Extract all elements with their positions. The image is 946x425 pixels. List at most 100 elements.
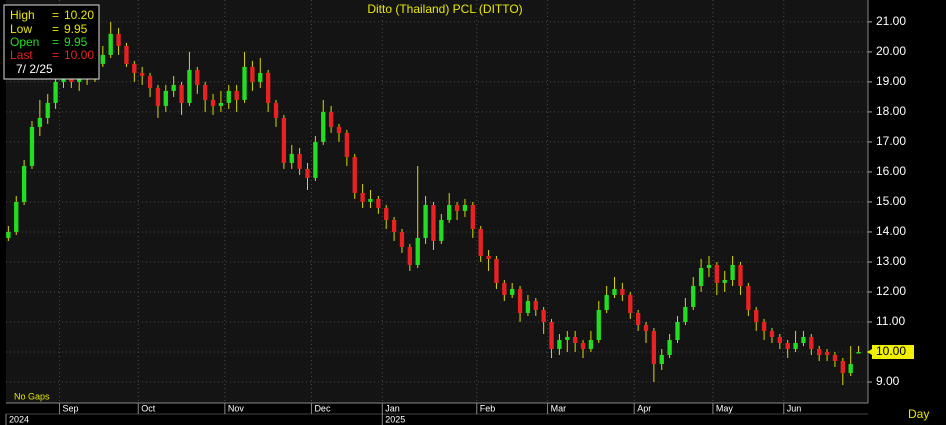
candle-body: [53, 81, 58, 103]
candle-body: [140, 72, 145, 76]
x-tick-label: May: [716, 403, 734, 413]
candle-body: [100, 54, 105, 64]
candle-body: [195, 69, 200, 85]
candle-body: [415, 237, 420, 265]
candle-body: [832, 354, 838, 361]
candle-body: [541, 309, 546, 322]
y-tick-label: 17.00: [876, 134, 906, 148]
candle-body: [840, 360, 845, 373]
last-marker-label: 10.00: [876, 344, 906, 358]
chart-title: Ditto (Thailand) PCL (DITTO): [367, 2, 522, 16]
candle-body: [187, 69, 192, 103]
y-tick-label: 16.00: [876, 164, 906, 178]
candle-body: [588, 339, 594, 349]
candle-body: [29, 126, 35, 166]
info-low-label: Low: [10, 22, 32, 36]
x-tick-label: Jun: [787, 403, 802, 413]
candle-body: [502, 282, 507, 295]
candle-body: [793, 342, 798, 349]
candle-body: [273, 102, 279, 118]
info-equals: =: [52, 35, 59, 49]
y-tick-label: 14.00: [876, 224, 906, 238]
info-equals: =: [52, 8, 59, 22]
candle-body: [785, 342, 790, 349]
candle-body: [754, 309, 759, 322]
candle-body: [824, 351, 830, 355]
candle-body: [470, 204, 475, 229]
candle-body: [155, 87, 161, 106]
y-tick-label: 11.00: [876, 314, 905, 328]
candle-body: [848, 363, 853, 373]
candle-body: [533, 300, 538, 310]
year-label: 2025: [385, 414, 405, 424]
candle-body: [628, 294, 633, 313]
candle-body: [242, 66, 247, 100]
gap-note: No Gaps: [14, 391, 50, 401]
candle-body: [675, 321, 680, 340]
info-equals: =: [52, 48, 59, 62]
x-tick-label: Nov: [228, 403, 245, 413]
candle-body: [336, 126, 342, 133]
candle-body: [683, 306, 688, 322]
info-last-label: Last: [10, 48, 33, 62]
candle-body: [305, 168, 310, 178]
year-label: 2024: [9, 414, 29, 424]
candle-body: [321, 111, 326, 142]
y-tick-label: 18.00: [876, 104, 906, 118]
candle-body: [423, 204, 428, 238]
candle-body: [667, 339, 672, 355]
candle-body: [557, 339, 562, 349]
candle-body: [265, 72, 271, 103]
candle-body: [722, 279, 727, 283]
candle-body: [604, 294, 609, 310]
candle-body: [352, 156, 357, 193]
candle-body: [612, 288, 617, 295]
candle-body: [376, 198, 381, 208]
candle-body: [281, 117, 287, 163]
candle-body: [494, 258, 499, 283]
x-tick-label: Apr: [637, 403, 651, 413]
candle-body: [258, 72, 263, 82]
candle-body: [698, 267, 704, 286]
candle-body: [809, 336, 814, 349]
info-high-value: 10.20: [64, 8, 94, 22]
info-high-label: High: [10, 8, 35, 22]
y-tick-label: 21.00: [876, 14, 906, 28]
candle-body: [462, 204, 468, 211]
x-tick-label: Sep: [63, 403, 79, 413]
last-marker-arrow: [867, 348, 872, 355]
candle-body: [856, 351, 861, 354]
candle-body: [210, 99, 216, 106]
candle-body: [147, 75, 153, 88]
info-last-value: 10.00: [64, 48, 94, 62]
candle-body: [580, 342, 586, 349]
candle-body: [171, 84, 176, 91]
candle-body: [659, 354, 664, 364]
y-tick-label: 13.00: [876, 254, 906, 268]
candle-body: [132, 63, 137, 73]
candle-body: [328, 111, 334, 127]
y-tick-label: 19.00: [876, 74, 906, 88]
candle-body: [14, 201, 19, 232]
candle-body: [234, 90, 239, 100]
x-tick-label: Feb: [480, 403, 496, 413]
candle-body: [431, 204, 436, 241]
info-box-frame: [3, 4, 100, 80]
candle-body: [360, 192, 365, 202]
candle-body: [6, 231, 11, 238]
y-tick-label: 15.00: [876, 194, 906, 208]
info-open-value: 9.95: [64, 35, 88, 49]
candle-body: [565, 336, 570, 340]
candle-body: [777, 336, 782, 343]
candle-body: [407, 246, 413, 265]
candle-body: [179, 84, 184, 103]
candle-body: [368, 198, 373, 202]
candle-body: [21, 165, 27, 202]
y-tick-label: 12.00: [876, 284, 906, 298]
candle-body: [297, 153, 302, 169]
candle-body: [596, 309, 601, 340]
candle-body: [635, 312, 641, 325]
candle-body: [391, 219, 397, 232]
candle-body: [289, 153, 294, 163]
